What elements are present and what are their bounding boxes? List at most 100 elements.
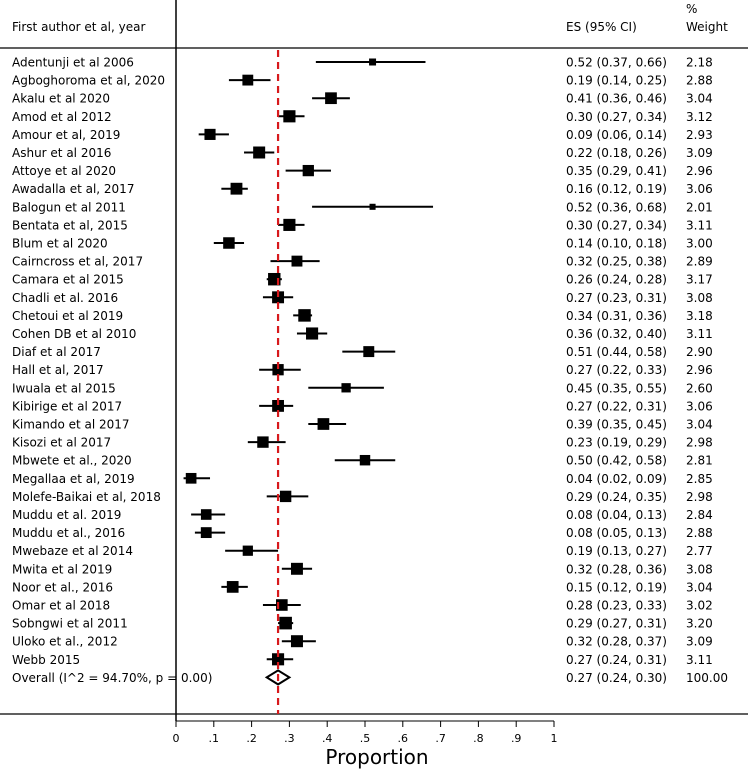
study-es-ci: 0.08 (0.05, 0.13): [566, 526, 667, 540]
study-es-ci: 0.27 (0.24, 0.31): [566, 653, 667, 667]
header-es-label: ES (95% CI): [566, 20, 637, 34]
study-rows: Adentunji et al 2006 0.52 (0.37, 0.66) 2.1…: [12, 56, 713, 667]
study-es-ci: 0.08 (0.04, 0.13): [566, 508, 667, 522]
x-tick-label: .7: [435, 732, 446, 745]
study-es-ci: 0.52 (0.37, 0.66): [566, 56, 667, 70]
study-row: Bentata et al, 2015 0.30 (0.27, 0.34) 3.11: [12, 218, 713, 232]
study-es-ci: 0.28 (0.23, 0.33): [566, 599, 667, 613]
study-name: Mbwete et al., 2020: [12, 454, 132, 468]
study-point-marker: [242, 74, 254, 86]
study-row: Chadli et al. 2016 0.27 (0.23, 0.31) 3.08: [12, 291, 713, 305]
study-point-marker: [298, 309, 311, 322]
x-axis-title: Proportion: [325, 745, 428, 769]
study-weight: 3.18: [686, 309, 713, 323]
study-row: Amour et al, 2019 0.09 (0.06, 0.14) 2.93: [12, 128, 713, 142]
study-row: Chetoui et al 2019 0.34 (0.31, 0.36) 3.18: [12, 309, 713, 323]
study-name: Omar et al 2018: [12, 599, 110, 613]
study-weight: 3.04: [686, 418, 713, 432]
x-tick-label: .8: [473, 732, 484, 745]
study-point-marker: [276, 599, 288, 611]
study-weight: 3.11: [686, 653, 713, 667]
study-name: Muddu et al. 2019: [12, 508, 121, 522]
study-row: Agboghoroma et al, 2020 0.19 (0.14, 0.25)…: [12, 74, 713, 88]
study-row: Hall et al, 2017 0.27 (0.22, 0.33) 2.96: [12, 363, 713, 377]
study-row: Akalu et al 2020 0.41 (0.36, 0.46) 3.04: [12, 92, 713, 106]
study-row: Kimando et al 2017 0.39 (0.35, 0.45) 3.04: [12, 418, 713, 432]
study-point-marker: [369, 58, 377, 66]
study-es-ci: 0.36 (0.32, 0.40): [566, 327, 667, 341]
study-weight: 3.00: [686, 237, 713, 251]
study-es-ci: 0.23 (0.19, 0.29): [566, 436, 667, 450]
study-point-marker: [290, 562, 303, 575]
study-weight: 2.88: [686, 526, 713, 540]
study-es-ci: 0.30 (0.27, 0.34): [566, 110, 667, 124]
study-es-ci: 0.15 (0.12, 0.19): [566, 580, 667, 594]
study-es-ci: 0.19 (0.14, 0.25): [566, 74, 667, 88]
study-weight: 3.09: [686, 635, 713, 649]
study-es-ci: 0.16 (0.12, 0.19): [566, 182, 667, 196]
study-weight: 3.06: [686, 399, 713, 413]
study-es-ci: 0.27 (0.22, 0.31): [566, 399, 667, 413]
study-weight: 2.96: [686, 363, 713, 377]
overall-weight: 100.00: [686, 671, 728, 685]
study-point-marker: [317, 418, 330, 430]
study-es-ci: 0.35 (0.29, 0.41): [566, 164, 667, 178]
study-es-ci: 0.04 (0.02, 0.09): [566, 472, 667, 486]
study-weight: 3.08: [686, 562, 713, 576]
study-point-marker: [272, 364, 284, 376]
study-weight: 2.90: [686, 345, 713, 359]
study-row: Mwita et al 2019 0.32 (0.28, 0.36) 3.08: [12, 562, 713, 576]
study-row: Iwuala et al 2015 0.45 (0.35, 0.55) 2.60: [12, 381, 713, 395]
study-point-marker: [242, 545, 253, 556]
study-point-marker: [325, 92, 337, 105]
study-row: Kisozi et al 2017 0.23 (0.19, 0.29) 2.98: [12, 436, 713, 450]
study-name: Ashur et al 2016: [12, 146, 111, 160]
study-es-ci: 0.32 (0.28, 0.37): [566, 635, 667, 649]
study-es-ci: 0.22 (0.18, 0.26): [566, 146, 667, 160]
x-tick-label: .9: [511, 732, 522, 745]
study-point-marker: [283, 218, 296, 231]
study-name: Mwebaze et al 2014: [12, 544, 133, 558]
overall-label: Overall (I^2 = 94.70%, p = 0.00): [12, 671, 212, 685]
x-tick-label: .4: [322, 732, 333, 745]
study-name: Attoye et al 2020: [12, 164, 116, 178]
study-point-marker: [279, 490, 292, 503]
overall-es-ci: 0.27 (0.24, 0.30): [566, 671, 667, 685]
study-weight: 3.11: [686, 218, 713, 232]
study-point-marker: [272, 653, 285, 666]
study-name: Akalu et al 2020: [12, 92, 110, 106]
study-row: Cairncross et al, 2017 0.32 (0.25, 0.38) 2…: [12, 255, 713, 269]
study-es-ci: 0.29 (0.24, 0.35): [566, 490, 667, 504]
x-tick-label: .6: [398, 732, 409, 745]
study-point-marker: [363, 346, 375, 358]
study-weight: 2.18: [686, 56, 713, 70]
study-name: Hall et al, 2017: [12, 363, 104, 377]
study-es-ci: 0.34 (0.31, 0.36): [566, 309, 667, 323]
study-point-marker: [226, 581, 239, 593]
study-row: Omar et al 2018 0.28 (0.23, 0.33) 3.02: [12, 599, 713, 613]
study-name: Molefe-Baikai et al, 2018: [12, 490, 161, 504]
study-name: Mwita et al 2019: [12, 562, 112, 576]
study-name: Cohen DB et al 2010: [12, 327, 136, 341]
header-weight-label-line1: %: [686, 2, 697, 16]
study-weight: 2.98: [686, 490, 713, 504]
study-name: Adentunji et al 2006: [12, 56, 134, 70]
study-row: Ashur et al 2016 0.22 (0.18, 0.26) 3.09: [12, 146, 713, 160]
header-study-label: First author et al, year: [12, 20, 145, 34]
study-es-ci: 0.52 (0.36, 0.68): [566, 200, 667, 214]
study-name: Camara et al 2015: [12, 273, 124, 287]
study-name: Webb 2015: [12, 653, 80, 667]
study-point-marker: [204, 128, 216, 140]
study-name: Balogun et al 2011: [12, 200, 126, 214]
study-es-ci: 0.19 (0.13, 0.27): [566, 544, 667, 558]
x-tick-label: .2: [246, 732, 257, 745]
study-weight: 2.88: [686, 74, 713, 88]
study-es-ci: 0.41 (0.36, 0.46): [566, 92, 667, 106]
study-es-ci: 0.30 (0.27, 0.34): [566, 218, 667, 232]
study-es-ci: 0.27 (0.23, 0.31): [566, 291, 667, 305]
study-es-ci: 0.50 (0.42, 0.58): [566, 454, 667, 468]
x-tick-label: 0: [173, 732, 180, 745]
study-row: Mwebaze et al 2014 0.19 (0.13, 0.27) 2.77: [12, 544, 713, 558]
study-name: Sobngwi et al 2011: [12, 617, 128, 631]
study-es-ci: 0.26 (0.24, 0.28): [566, 273, 667, 287]
